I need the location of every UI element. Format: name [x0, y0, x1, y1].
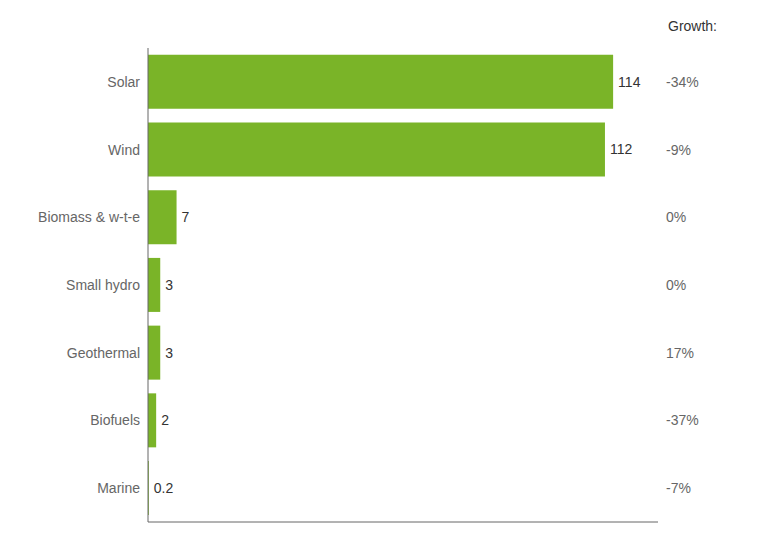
- svg-text:-9%: -9%: [666, 142, 691, 158]
- svg-text:Solar: Solar: [107, 74, 140, 90]
- svg-text:0%: 0%: [666, 277, 686, 293]
- svg-text:Biomass & w-t-e: Biomass & w-t-e: [38, 209, 140, 225]
- svg-text:Marine: Marine: [97, 480, 140, 496]
- svg-text:Small hydro: Small hydro: [66, 277, 140, 293]
- html-text:Growth:: Growth:: [668, 18, 717, 34]
- svg-text:Biofuels: Biofuels: [90, 412, 140, 428]
- svg-text:17%: 17%: [666, 345, 694, 361]
- svg-text:0.2: 0.2: [154, 480, 174, 496]
- svg-text:-34%: -34%: [666, 74, 699, 90]
- svg-text:Geothermal: Geothermal: [67, 345, 140, 361]
- svg-text:112: 112: [610, 141, 633, 157]
- svg-text:2: 2: [161, 412, 169, 428]
- svg-text:114: 114: [618, 74, 641, 90]
- svg-text:3: 3: [165, 277, 173, 293]
- svg-text:0%: 0%: [666, 209, 686, 225]
- svg-text:Wind: Wind: [108, 142, 140, 158]
- svg-text:7: 7: [182, 209, 190, 225]
- svg-text:3: 3: [165, 345, 173, 361]
- svg-text:-7%: -7%: [666, 480, 691, 496]
- svg-text:-37%: -37%: [666, 412, 699, 428]
